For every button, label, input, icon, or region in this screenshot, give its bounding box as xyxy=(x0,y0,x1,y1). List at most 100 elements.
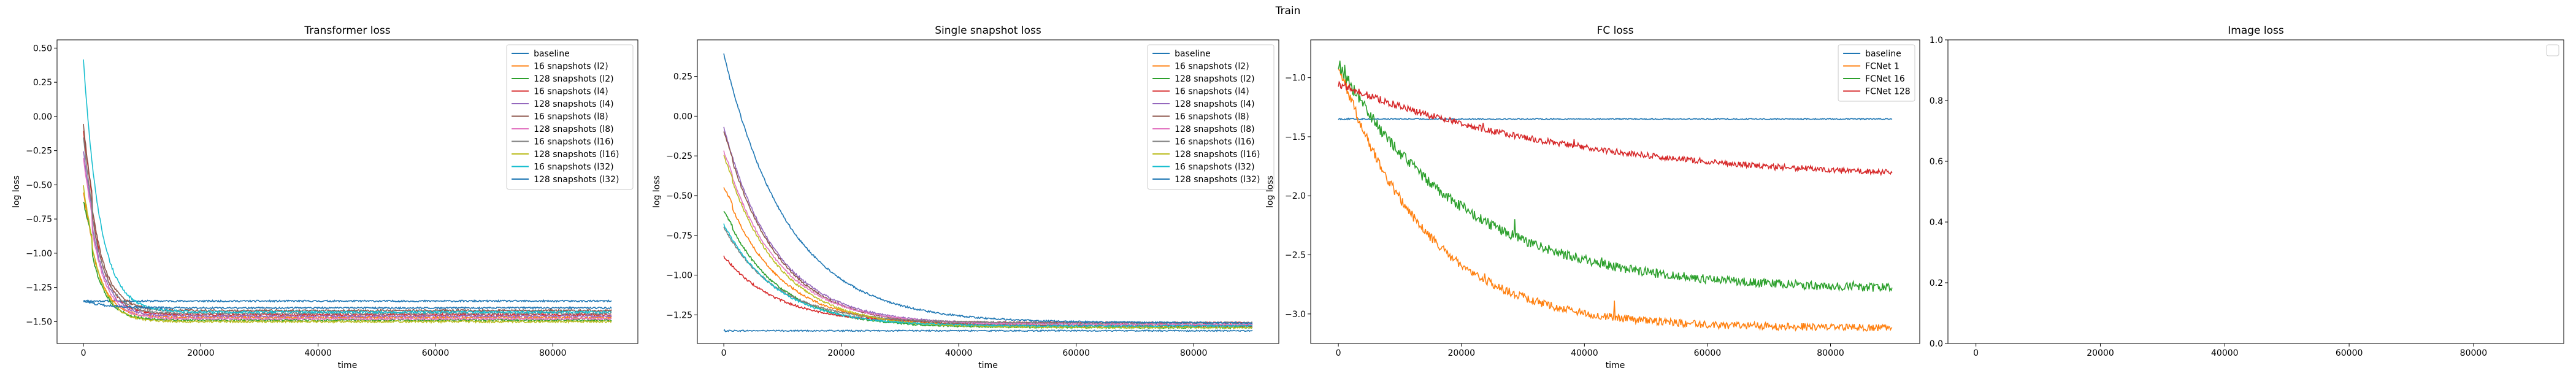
series-line xyxy=(723,223,1253,328)
legend-box xyxy=(2546,44,2559,56)
x-tick-label: 60000 xyxy=(1062,348,1090,358)
legend-label: 128 snapshots (l4) xyxy=(1175,99,1255,109)
axes-frame xyxy=(1947,39,2564,344)
series-line xyxy=(83,158,612,321)
y-tick-label: 0.00 xyxy=(33,112,52,122)
y-tick-label: −0.50 xyxy=(666,191,692,201)
series-line xyxy=(83,137,612,316)
x-axis-label: time xyxy=(978,361,998,368)
x-tick-label: 40000 xyxy=(945,348,973,358)
legend-label: 128 snapshots (l32) xyxy=(534,175,619,185)
x-tick-label: 40000 xyxy=(1571,348,1598,358)
y-tick-label: 0.00 xyxy=(673,112,692,121)
y-tick-label: −0.25 xyxy=(26,147,52,156)
x-tick-label: 80000 xyxy=(1817,348,1844,358)
x-tick-label: 0 xyxy=(1336,348,1341,358)
y-tick-label: −1.00 xyxy=(26,249,52,259)
legend-label: 16 snapshots (l8) xyxy=(534,112,608,122)
legend-label: 128 snapshots (l8) xyxy=(1175,125,1255,134)
axes-frame xyxy=(697,39,1279,344)
y-tick-label: 0.2 xyxy=(1930,278,1943,288)
y-axis-label: log loss xyxy=(652,175,662,208)
y-tick-label: 0.6 xyxy=(1930,157,1943,167)
panel-title: Single snapshot loss xyxy=(935,25,1041,37)
legend-label: FCNet 1 xyxy=(1865,62,1899,72)
y-tick-label: 0.25 xyxy=(673,72,692,82)
y-tick-label: −0.75 xyxy=(26,215,52,224)
legend-label: 128 snapshots (l4) xyxy=(534,99,614,109)
x-tick-label: 20000 xyxy=(187,348,215,358)
legend-label: 128 snapshots (l8) xyxy=(534,125,614,134)
legend-box xyxy=(1838,44,1915,102)
axes-frame xyxy=(1310,39,1920,344)
y-tick-label: −1.5 xyxy=(1285,132,1306,142)
y-tick-label: 0.25 xyxy=(33,78,52,88)
legend-label: baseline xyxy=(1865,49,1901,59)
y-tick-label: 0.4 xyxy=(1930,218,1943,228)
axes-frame xyxy=(56,39,638,344)
y-tick-label: 1.0 xyxy=(1930,36,1943,45)
series-line xyxy=(723,226,1253,325)
y-tick-label: −1.0 xyxy=(1285,74,1306,83)
legend-label: 16 snapshots (l4) xyxy=(1175,87,1249,97)
legend-label: 16 snapshots (l16) xyxy=(534,137,614,147)
x-tick-label: 80000 xyxy=(2460,348,2488,358)
legend-label: 128 snapshots (l16) xyxy=(1175,150,1260,159)
legend-label: baseline xyxy=(534,49,570,59)
series-line xyxy=(83,299,612,310)
series-line xyxy=(1338,68,1893,332)
y-tick-label: 0.0 xyxy=(1930,339,1943,349)
y-tick-label: −1.25 xyxy=(666,310,692,320)
x-tick-label: 20000 xyxy=(1447,348,1475,358)
x-tick-label: 80000 xyxy=(539,348,567,358)
y-tick-label: −2.0 xyxy=(1285,191,1306,201)
y-tick-label: 0.50 xyxy=(33,44,52,53)
x-tick-label: 60000 xyxy=(422,348,450,358)
y-tick-label: 0.8 xyxy=(1930,96,1943,106)
series-line xyxy=(83,201,612,323)
series-line xyxy=(723,210,1253,329)
series-line xyxy=(83,299,612,304)
legend-label: 128 snapshots (l16) xyxy=(534,150,619,159)
y-tick-label: −1.00 xyxy=(666,271,692,281)
legend-label: 16 snapshots (l8) xyxy=(1175,112,1249,122)
y-tick-label: −0.25 xyxy=(666,151,692,161)
series-line xyxy=(83,59,612,315)
legend-label: 16 snapshots (l16) xyxy=(1175,137,1255,147)
y-axis-label: log loss xyxy=(1265,175,1275,208)
series-line xyxy=(723,187,1252,328)
legend-label: FCNet 16 xyxy=(1865,74,1905,84)
series-line xyxy=(723,255,1252,324)
figure-suptitle: Train xyxy=(1275,5,1301,17)
x-tick-label: 20000 xyxy=(2087,348,2114,358)
x-axis-label: time xyxy=(338,361,358,368)
x-tick-label: 20000 xyxy=(827,348,855,358)
series-line xyxy=(83,192,612,320)
panel-title: Image loss xyxy=(2228,25,2284,37)
y-tick-label: −3.0 xyxy=(1285,310,1306,320)
legend-label: 16 snapshots (l32) xyxy=(1175,163,1255,172)
legend-label: 16 snapshots (l2) xyxy=(534,62,608,72)
legend-label: 128 snapshots (l2) xyxy=(534,74,614,84)
x-tick-label: 80000 xyxy=(1180,348,1208,358)
legend-box xyxy=(1147,44,1275,190)
x-tick-label: 60000 xyxy=(2336,348,2363,358)
y-tick-label: −2.5 xyxy=(1285,251,1306,261)
x-tick-label: 0 xyxy=(721,348,727,358)
legend-label: 16 snapshots (l2) xyxy=(1175,62,1249,72)
legend-label: FCNet 128 xyxy=(1865,87,1911,97)
series-line xyxy=(1338,80,1893,177)
series-line xyxy=(1338,117,1893,121)
x-tick-label: 0 xyxy=(1973,348,1979,358)
x-tick-label: 40000 xyxy=(304,348,332,358)
panel-title: FC loss xyxy=(1597,25,1634,37)
legend-label: 128 snapshots (l2) xyxy=(1175,74,1255,84)
y-tick-label: −1.50 xyxy=(26,317,52,327)
legend-label: 16 snapshots (l4) xyxy=(534,87,608,97)
y-tick-label: −1.25 xyxy=(26,283,52,293)
x-tick-label: 0 xyxy=(81,348,86,358)
series-line xyxy=(83,123,612,313)
legend-label: 16 snapshots (l32) xyxy=(534,163,614,172)
series-line xyxy=(83,185,612,324)
